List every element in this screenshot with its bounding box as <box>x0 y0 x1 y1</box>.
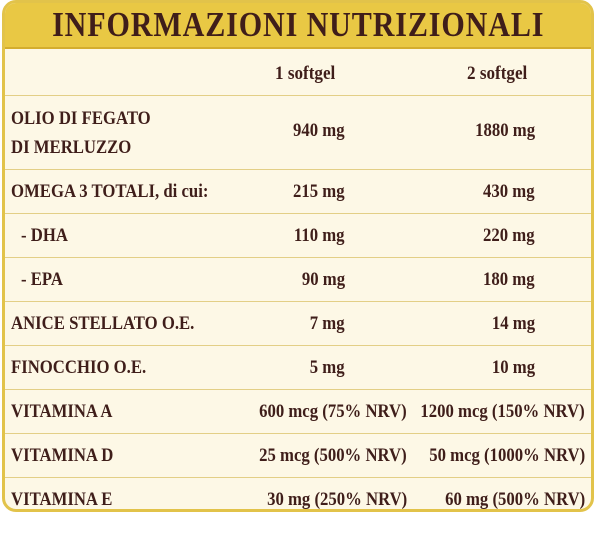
value-1-softgel: 30 mg (250% NRV) <box>266 489 407 510</box>
table-row: - EPA 90 mg 180 mg <box>5 258 591 302</box>
value-1-softgel: 940 mg <box>293 120 345 141</box>
row-label: FINOCCHIO O.E. <box>11 357 147 378</box>
table-row: VITAMINA D 25 mcg (500% NRV) 50 mcg (100… <box>5 434 591 478</box>
column-header-1: 1 softgel <box>275 63 336 84</box>
row-label: VITAMINA D <box>11 445 114 466</box>
table-row: OLIO DI FEGATO DI MERLUZZO 940 mg 1880 m… <box>5 96 591 170</box>
value-2-softgel: 60 mg (500% NRV) <box>444 489 585 510</box>
table-row: ANICE STELLATO O.E. 7 mg 14 mg <box>5 302 591 346</box>
table-row: - DHA 110 mg 220 mg <box>5 214 591 258</box>
nutrition-panel: INFORMAZIONI NUTRIZIONALI 1 softgel 2 so… <box>2 0 594 512</box>
column-headers: 1 softgel 2 softgel <box>5 49 591 96</box>
value-1-softgel: 5 mg <box>310 357 345 378</box>
value-2-softgel: 50 mcg (1000% NRV) <box>429 445 585 466</box>
value-2-softgel: 14 mg <box>491 313 535 334</box>
value-1-softgel: 90 mg <box>301 269 345 290</box>
panel-header: INFORMAZIONI NUTRIZIONALI <box>5 3 591 49</box>
value-2-softgel: 1200 mcg (150% NRV) <box>420 401 585 422</box>
row-label: ANICE STELLATO O.E. <box>11 313 195 334</box>
value-1-softgel: 600 mcg (75% NRV) <box>259 401 407 422</box>
value-2-softgel: 220 mg <box>483 225 535 246</box>
value-1-softgel: 25 mcg (500% NRV) <box>259 445 407 466</box>
value-2-softgel: 1880 mg <box>475 120 535 141</box>
value-2-softgel: 180 mg <box>483 269 535 290</box>
row-label: VITAMINA E <box>11 489 113 510</box>
row-label: OMEGA 3 TOTALI, di cui: <box>11 181 209 202</box>
column-header-2: 2 softgel <box>467 63 528 84</box>
panel-title: INFORMAZIONI NUTRIZIONALI <box>51 5 545 44</box>
table-row: OMEGA 3 TOTALI, di cui: 215 mg 430 mg <box>5 170 591 214</box>
value-1-softgel: 215 mg <box>293 181 345 202</box>
row-label: VITAMINA A <box>11 401 113 422</box>
value-1-softgel: 110 mg <box>294 225 345 246</box>
row-label-line2: DI MERLUZZO <box>11 137 132 158</box>
row-label: - DHA <box>21 225 68 246</box>
row-label-line1: OLIO DI FEGATO <box>11 108 151 129</box>
row-label: - EPA <box>21 269 63 290</box>
value-1-softgel: 7 mg <box>310 313 345 334</box>
value-2-softgel: 10 mg <box>491 357 535 378</box>
table-row: VITAMINA E 30 mg (250% NRV) 60 mg (500% … <box>5 478 591 510</box>
table-row: VITAMINA A 600 mcg (75% NRV) 1200 mcg (1… <box>5 390 591 434</box>
value-2-softgel: 430 mg <box>483 181 535 202</box>
table-row: FINOCCHIO O.E. 5 mg 10 mg <box>5 346 591 390</box>
